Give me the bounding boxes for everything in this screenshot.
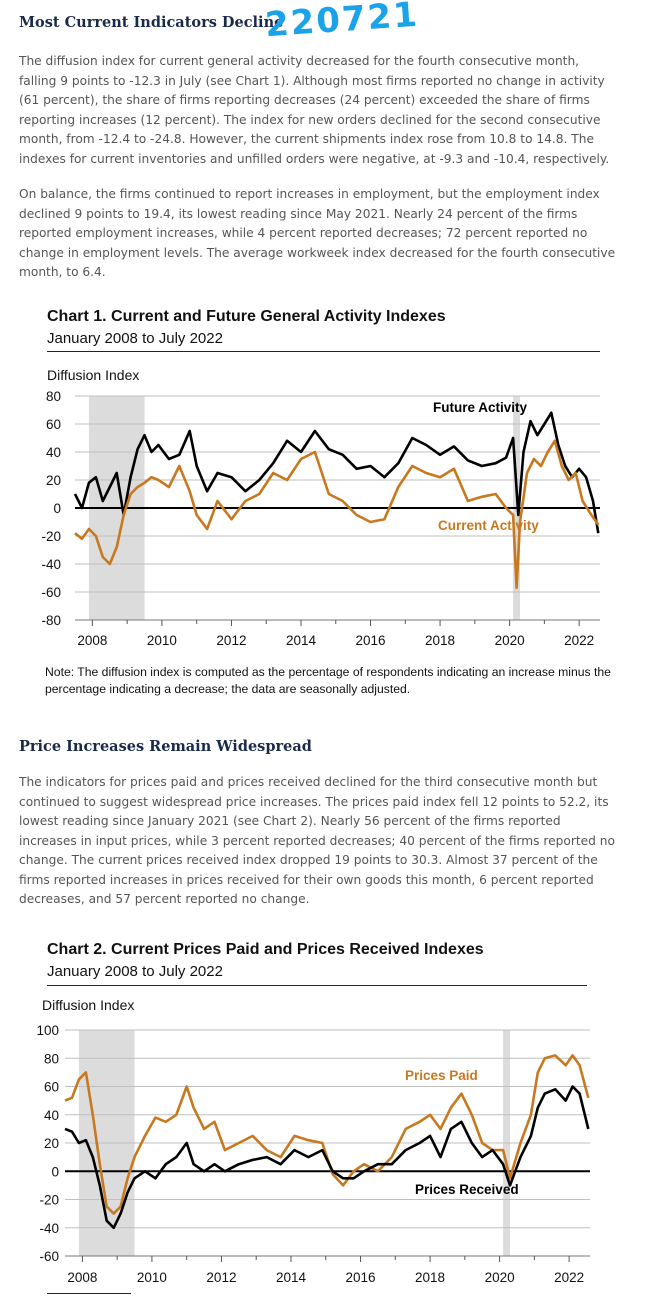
prices-paid-line (64, 1054, 590, 1215)
chart1-plot: Diffusion Index 80 60 40 20 0 -20 -40 -60 -80 2008… (41, 367, 600, 648)
x-tick-label: 2016 (346, 1270, 376, 1285)
chart1-note: Note: The diffusion index is computed as… (45, 665, 611, 696)
y-tick-label: 20 (46, 473, 61, 488)
handwritten-annotation: 220721 (263, 0, 421, 46)
y-tick-label: -40 (41, 557, 61, 572)
paragraph-employment: On balance, the firms continued to repor… (19, 187, 616, 279)
x-tick-label: 2018 (425, 633, 455, 648)
x-tick-label: 2010 (147, 633, 177, 648)
chart2-plot: Diffusion Index 100 80 60 40 20 0 -20 -40 -60 2008… (36, 997, 590, 1285)
chart1-subtitle: January 2008 to July 2022 (47, 330, 223, 347)
x-tick-label: 2012 (216, 633, 246, 648)
chart1-title-rule (47, 351, 600, 352)
x-tick-label: 2020 (495, 633, 525, 648)
y-tick-label: -60 (41, 585, 61, 600)
x-tick-label: 2020 (485, 1270, 515, 1285)
x-tick-label: 2014 (286, 633, 317, 648)
y-tick-label: -20 (41, 529, 61, 544)
chart2-title: Chart 2. Current Prices Paid and Prices … (47, 941, 484, 958)
x-tick-label: 2016 (356, 633, 386, 648)
paragraph-prices: The indicators for prices paid and price… (19, 775, 615, 906)
section-heading-indicators: Most Current Indicators Decline (19, 14, 284, 31)
x-tick-label: 2010 (137, 1270, 167, 1285)
y-tick-label: 100 (36, 1023, 59, 1038)
paragraph-general-activity: The diffusion index for current general … (19, 54, 610, 166)
chart2-bottom-rule (47, 1293, 131, 1294)
y-tick-label: -80 (41, 613, 61, 628)
y-tick-label: 0 (53, 501, 61, 516)
series-label: Prices Received (415, 1182, 519, 1197)
x-tick-label: 2014 (276, 1270, 307, 1285)
x-tick-label: 2018 (415, 1270, 445, 1285)
future-activity-line (73, 411, 600, 534)
x-tick-label: 2012 (206, 1270, 236, 1285)
series-label: Prices Paid (405, 1068, 478, 1083)
chart1-title: Chart 1. Current and Future General Acti… (47, 308, 446, 325)
x-tick-label: 2008 (77, 633, 107, 648)
x-tick-label: 2022 (564, 633, 594, 648)
y-tick-label: 60 (44, 1080, 59, 1095)
series-label: Future Activity (433, 400, 528, 415)
y-axis-label: Diffusion Index (42, 997, 134, 1013)
chart2-title-rule (47, 985, 587, 986)
series-label: Current Activity (438, 518, 539, 533)
y-tick-label: -20 (39, 1193, 59, 1208)
y-tick-label: 60 (46, 417, 61, 432)
y-tick-label: -60 (39, 1249, 59, 1264)
y-tick-label: 80 (46, 389, 61, 404)
y-tick-label: -40 (39, 1221, 59, 1236)
y-tick-label: 40 (46, 445, 61, 460)
current-activity-line (74, 439, 600, 590)
section-heading-prices: Price Increases Remain Widespread (19, 738, 312, 755)
y-tick-label: 40 (44, 1108, 59, 1123)
y-tick-label: 80 (44, 1051, 59, 1066)
x-tick-label: 2022 (554, 1270, 584, 1285)
y-tick-label: 0 (51, 1164, 59, 1179)
prices-received-line (64, 1085, 590, 1230)
y-tick-label: 20 (44, 1136, 59, 1151)
chart2-subtitle: January 2008 to July 2022 (47, 963, 223, 980)
x-tick-label: 2008 (67, 1270, 97, 1285)
y-axis-label: Diffusion Index (47, 367, 139, 383)
